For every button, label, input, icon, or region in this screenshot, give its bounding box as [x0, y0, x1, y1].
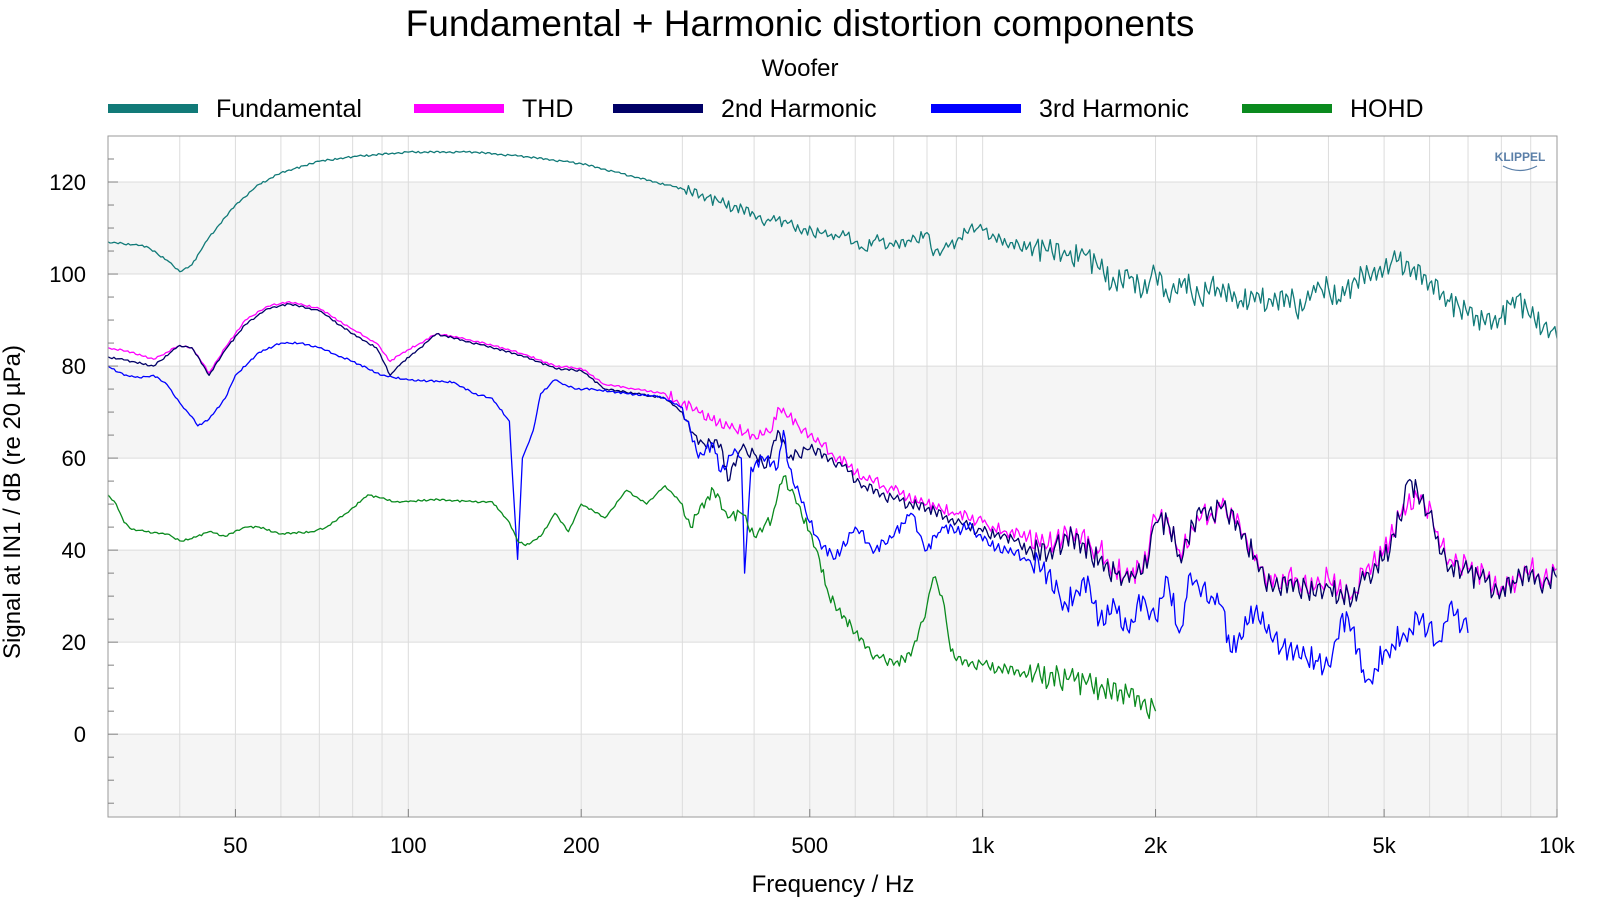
chart-title: Fundamental + Harmonic distortion compon… [406, 3, 1195, 44]
plot-band [108, 182, 1557, 275]
legend-label: 3rd Harmonic [1039, 95, 1189, 123]
x-tick-label: 200 [563, 833, 600, 858]
y-tick-label: 60 [62, 446, 86, 471]
x-tick-label: 2k [1144, 833, 1168, 858]
legend-swatch [414, 104, 504, 113]
legend-label: 2nd Harmonic [721, 95, 877, 123]
grid [107, 136, 1558, 817]
series-line-fundamental [108, 150, 1557, 339]
legend: Fundamental THD 2nd Harmonic 3rd Harmonic HO… [108, 95, 1424, 123]
legend-label: HOHD [1350, 95, 1424, 123]
legend-swatch [613, 104, 703, 113]
y-tick-label: 40 [62, 538, 86, 563]
klippel-logo: KLIPPEL [1495, 150, 1546, 172]
plot-band [108, 734, 1557, 817]
x-tick-label: 5k [1372, 833, 1396, 858]
watermark-text: KLIPPEL [1495, 150, 1546, 164]
series-line-thd [108, 300, 1557, 601]
x-axis: 50 100 200 500 1k 2k 5k 10k [223, 809, 1576, 858]
x-tick-label: 1k [971, 833, 995, 858]
x-tick-label: 500 [791, 833, 828, 858]
y-tick-label: 100 [49, 262, 86, 287]
legend-swatch [108, 104, 198, 113]
legend-label: THD [522, 95, 573, 123]
series-line-2nd-harmonic [108, 303, 1557, 608]
legend-swatch [931, 104, 1021, 113]
plot-band [108, 366, 1557, 459]
y-tick-label: 0 [74, 722, 86, 747]
y-tick-label: 20 [62, 630, 86, 655]
series-group [108, 150, 1557, 720]
x-tick-label: 100 [390, 833, 427, 858]
series-line-3rd-harmonic [108, 341, 1469, 685]
chart-subtitle: Woofer [762, 55, 839, 82]
x-tick-label: 50 [223, 833, 247, 858]
series-line-hohd [108, 475, 1157, 720]
legend-swatch [1242, 104, 1332, 113]
legend-label: Fundamental [216, 95, 362, 123]
x-axis-title: Frequency / Hz [752, 871, 915, 898]
plot-area [108, 136, 1557, 817]
x-tick-label: 10k [1539, 833, 1575, 858]
plot-frame [107, 135, 1558, 818]
watermark-swoosh-icon [1502, 165, 1538, 172]
y-tick-label: 80 [62, 354, 86, 379]
y-axis: 0 20 40 60 80 100 120 [49, 158, 118, 804]
y-tick-label: 120 [49, 170, 86, 195]
y-axis-title: Signal at IN1 / dB (re 20 µPa) [0, 345, 26, 659]
